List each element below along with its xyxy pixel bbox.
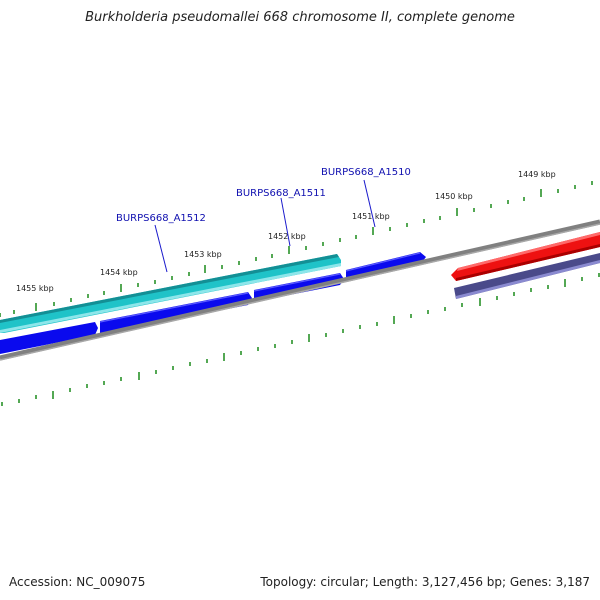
red-gene-bottom-edge <box>456 244 600 281</box>
cyan-gene-top-edge <box>0 254 339 323</box>
outer-tick-track <box>0 181 593 317</box>
blue-gene-highlight <box>345 252 421 272</box>
cyan-gene-feature <box>0 254 341 333</box>
backbone-line <box>0 219 600 361</box>
blue-gene-highlight <box>253 273 341 292</box>
kbp-label: 1452 kbp <box>268 232 306 241</box>
red-gene-feature <box>451 232 600 281</box>
gene-label: BURPS668_A1512 <box>116 213 206 224</box>
genome-backbone <box>0 219 600 361</box>
genome-summary-label: Topology: circular; Length: 3,127,456 bp… <box>260 575 590 589</box>
gene-labels: BURPS668_A1512 BURPS668_A1511 BURPS668_A… <box>116 167 411 273</box>
blue-gene-features <box>0 252 426 354</box>
kbp-labels: 1455 kbp 1454 kbp 1453 kbp 1452 kbp 1451… <box>16 170 556 293</box>
kbp-label: 1454 kbp <box>100 268 138 277</box>
kbp-label: 1451 kbp <box>352 212 390 221</box>
gene-leader-line <box>280 197 291 247</box>
cyan-gene-bottom-edge <box>0 263 341 333</box>
kbp-label: 1455 kbp <box>16 284 54 293</box>
red-gene-top-edge <box>457 232 600 271</box>
slate-gene-feature <box>454 253 600 299</box>
gene-label: BURPS668_A1511 <box>236 188 326 199</box>
kbp-label: 1453 kbp <box>184 250 222 259</box>
blue-gene-highlight <box>99 292 249 323</box>
gene-label: BURPS668_A1510 <box>321 167 411 178</box>
blue-gene-segment <box>100 292 252 334</box>
map-title: Burkholderia pseudomallei 668 chromosome… <box>85 10 515 25</box>
accession-label: Accession: NC_009075 <box>9 575 146 589</box>
gene-leader-line <box>154 224 168 273</box>
slate-gene-bottom-edge <box>456 260 600 299</box>
backbone-shadow <box>0 223 600 361</box>
blue-gene-segment <box>0 322 98 354</box>
kbp-label: 1449 kbp <box>518 170 556 179</box>
gene-leader-line <box>363 179 376 228</box>
inner-tick-track <box>1 273 600 406</box>
kbp-label: 1450 kbp <box>435 192 473 201</box>
